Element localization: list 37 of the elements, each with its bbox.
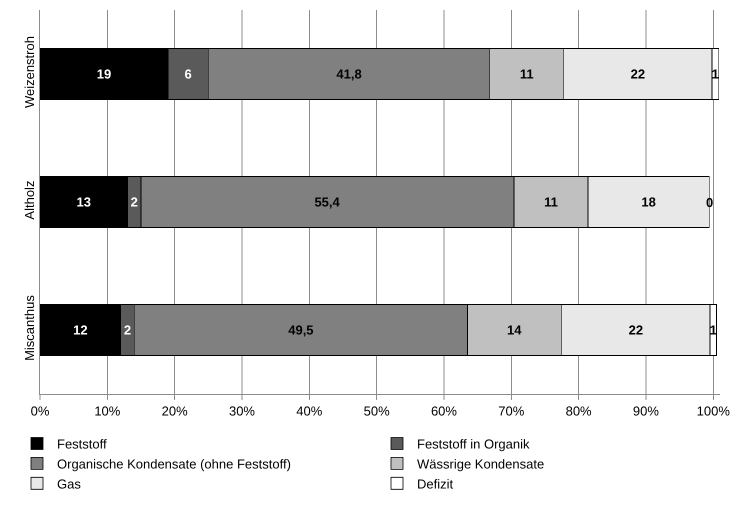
data-label: 13 bbox=[76, 194, 91, 210]
data-label: 12 bbox=[73, 322, 88, 338]
data-label: 11 bbox=[544, 194, 558, 210]
data-label: 1 bbox=[712, 66, 719, 82]
data-label: 41,8 bbox=[336, 66, 362, 82]
legend-label: Feststoff bbox=[57, 436, 107, 452]
data-label: 2 bbox=[124, 322, 132, 338]
data-label: 6 bbox=[184, 66, 192, 82]
legend-label: Feststoff in Organik bbox=[417, 436, 530, 452]
legend-label: Organische Kondensate (ohne Feststoff) bbox=[57, 456, 291, 472]
x-tick-label: 60% bbox=[430, 404, 458, 419]
x-tick-label: 30% bbox=[228, 404, 256, 419]
x-tick-label: 20% bbox=[162, 404, 188, 419]
data-label: 18 bbox=[641, 194, 656, 210]
x-tick-label: 100% bbox=[696, 404, 730, 419]
data-label: 49,5 bbox=[288, 322, 314, 338]
x-tick-label: 40% bbox=[296, 404, 323, 419]
x-tick-label: 0% bbox=[30, 404, 50, 419]
data-label: 55,4 bbox=[314, 194, 341, 210]
legend-label: Gas bbox=[57, 476, 82, 492]
data-label: 22 bbox=[630, 66, 646, 82]
data-label: 2 bbox=[130, 194, 138, 210]
x-tick-label: 90% bbox=[632, 404, 660, 419]
data-label: 11 bbox=[520, 66, 534, 82]
data-label: 1 bbox=[710, 322, 717, 338]
x-tick-label: 50% bbox=[364, 404, 390, 419]
x-tick-label: 70% bbox=[498, 404, 525, 419]
legend-label: Defizit bbox=[417, 476, 454, 492]
y-tick-label: Weizenstroh bbox=[22, 36, 37, 108]
legend-label: Wässrige Kondensate bbox=[417, 456, 544, 472]
y-tick-label: Altholz bbox=[22, 180, 37, 220]
x-tick-label: 80% bbox=[566, 404, 592, 419]
x-tick-label: 10% bbox=[94, 404, 121, 419]
data-label: 19 bbox=[96, 66, 112, 82]
y-tick-label: Miscanthus bbox=[22, 294, 37, 361]
data-label: 22 bbox=[628, 322, 644, 338]
data-label: 14 bbox=[507, 322, 522, 338]
